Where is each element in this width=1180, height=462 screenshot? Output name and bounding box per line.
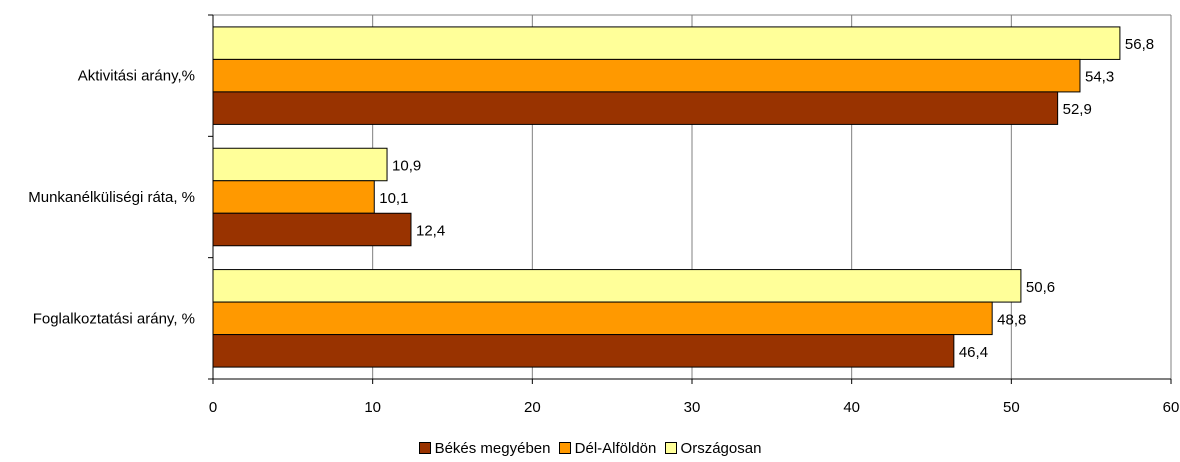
- legend-item-del-alfold: Dél-Alföldön: [558, 440, 657, 457]
- bar: [212, 269, 1022, 303]
- legend-swatch-del-alfold: [558, 442, 571, 454]
- data-label: 48,8: [997, 311, 1026, 328]
- x-tick-label: 30: [684, 399, 701, 416]
- bar: [212, 58, 1081, 93]
- data-label: 50,6: [1026, 279, 1055, 296]
- legend-label-bekes: Békés megyében: [434, 440, 551, 457]
- data-label: 10,1: [379, 190, 408, 207]
- legend-item-orszagosan: Országosan: [664, 440, 762, 457]
- legend: Békés megyében Dél-Alföldön Országosan: [0, 440, 1180, 457]
- x-tick-label: 50: [1003, 399, 1020, 416]
- legend-item-bekes: Békés megyében: [418, 440, 551, 457]
- bar: [212, 26, 1121, 60]
- x-tick-label: 40: [843, 399, 860, 416]
- legend-swatch-orszagosan: [664, 442, 677, 454]
- category-label: Aktivitási arány,%: [78, 68, 195, 85]
- legend-label-orszagosan: Országosan: [680, 440, 762, 457]
- legend-swatch-bekes: [418, 442, 431, 454]
- category-label: Foglalkoztatási arány, %: [33, 310, 195, 327]
- x-tick-label: 0: [209, 399, 217, 416]
- data-label: 46,4: [959, 344, 988, 361]
- bar: [212, 334, 955, 368]
- x-tick-label: 60: [1163, 399, 1180, 416]
- data-label: 56,8: [1125, 36, 1154, 53]
- data-label: 54,3: [1085, 69, 1114, 86]
- data-label: 12,4: [416, 223, 445, 240]
- bar: [212, 180, 375, 214]
- bar: [212, 91, 1059, 125]
- bar-chart: 0 10 20 30 40 50 60 Aktivitási arány,% 56,8 54,3 5…: [28, 14, 1180, 416]
- x-tick-label: 10: [364, 399, 381, 416]
- bar: [212, 147, 388, 182]
- data-label: 52,9: [1063, 101, 1092, 118]
- bar: [212, 301, 993, 336]
- x-tick-label: 20: [524, 399, 541, 416]
- bar: [212, 212, 412, 247]
- category-label: Munkanélküliségi ráta, %: [28, 189, 195, 206]
- legend-label-del-alfold: Dél-Alföldön: [574, 440, 657, 457]
- data-label: 10,9: [392, 158, 421, 175]
